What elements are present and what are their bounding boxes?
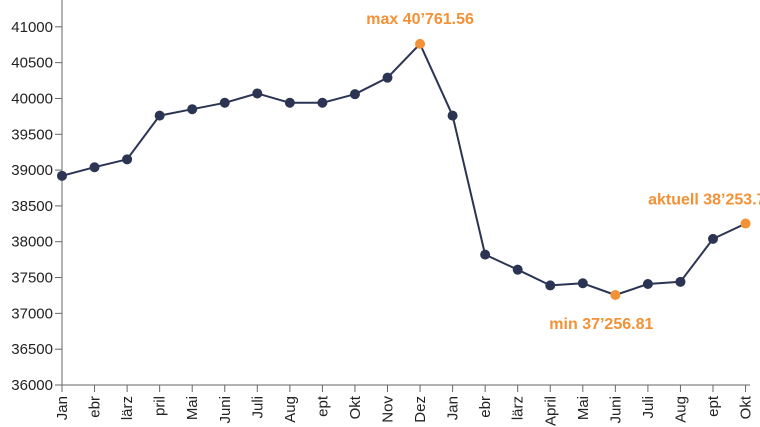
data-point: [252, 88, 263, 99]
data-point: [349, 89, 360, 100]
series-line: [61, 42, 746, 296]
x-tick-label: pril: [152, 396, 169, 416]
y-tick-label: 39500: [11, 126, 53, 143]
annotation-label: min 37’256.81: [549, 316, 653, 333]
x-tick-label: Jan: [445, 396, 462, 420]
x-tick-label: Juni: [217, 396, 234, 424]
data-point: [577, 278, 588, 289]
x-tick-label: Okt: [347, 395, 364, 419]
data-point: [154, 110, 165, 121]
data-point: [122, 154, 133, 165]
data-point: [57, 170, 67, 181]
x-tick-label: Mai: [575, 396, 592, 420]
data-point: [382, 72, 393, 83]
y-tick-label: 38500: [11, 198, 53, 215]
data-point: [317, 97, 328, 108]
x-tick-label: ebr: [477, 396, 494, 418]
data-point: [447, 110, 458, 121]
x-tick-label: Juli: [249, 396, 266, 419]
annotation-label: aktuell 38’253.7: [648, 192, 760, 209]
x-tick-label: Mai: [184, 396, 201, 420]
highlight-point: [740, 218, 751, 229]
x-tick-label: Aug: [282, 396, 299, 423]
data-point: [89, 162, 100, 173]
y-tick-label: 38000: [11, 234, 53, 251]
data-point: [512, 264, 523, 275]
data-point: [480, 249, 491, 260]
x-tick-label: ept: [705, 395, 722, 417]
x-tick-label: ept: [314, 395, 331, 417]
data-point: [545, 280, 556, 291]
data-point: [284, 97, 295, 108]
highlight-point: [610, 289, 621, 300]
y-tick-label: 36000: [11, 377, 53, 394]
y-tick-label: 37000: [11, 305, 53, 322]
x-tick-label: Jan: [54, 396, 71, 420]
y-tick-label: 39000: [11, 162, 53, 179]
data-point: [187, 104, 198, 115]
x-tick-label: Aug: [672, 396, 689, 423]
data-point: [708, 233, 718, 244]
y-tick-label: 41000: [11, 19, 53, 36]
x-tick-label: ebr: [87, 396, 104, 418]
annotation-label: max 40’761.56: [366, 11, 474, 28]
x-tick-label: April: [542, 396, 559, 426]
data-point: [219, 97, 230, 108]
x-tick-label: Dez: [412, 396, 429, 423]
highlight-point: [415, 38, 426, 49]
y-tick-label: 40500: [11, 55, 53, 72]
x-tick-label: lärz: [510, 396, 527, 420]
y-tick-label: 37500: [11, 270, 53, 287]
y-tick-label: 36500: [11, 341, 53, 358]
x-tick-label: lärz: [119, 396, 136, 420]
x-tick-label: Juli: [640, 396, 657, 419]
y-tick-label: 40000: [11, 90, 53, 107]
x-tick-label: Nov: [380, 396, 397, 423]
x-tick-label: Juni: [607, 396, 624, 424]
data-point: [642, 278, 653, 289]
x-tick-label: Okt: [738, 395, 755, 419]
data-point: [675, 276, 686, 287]
